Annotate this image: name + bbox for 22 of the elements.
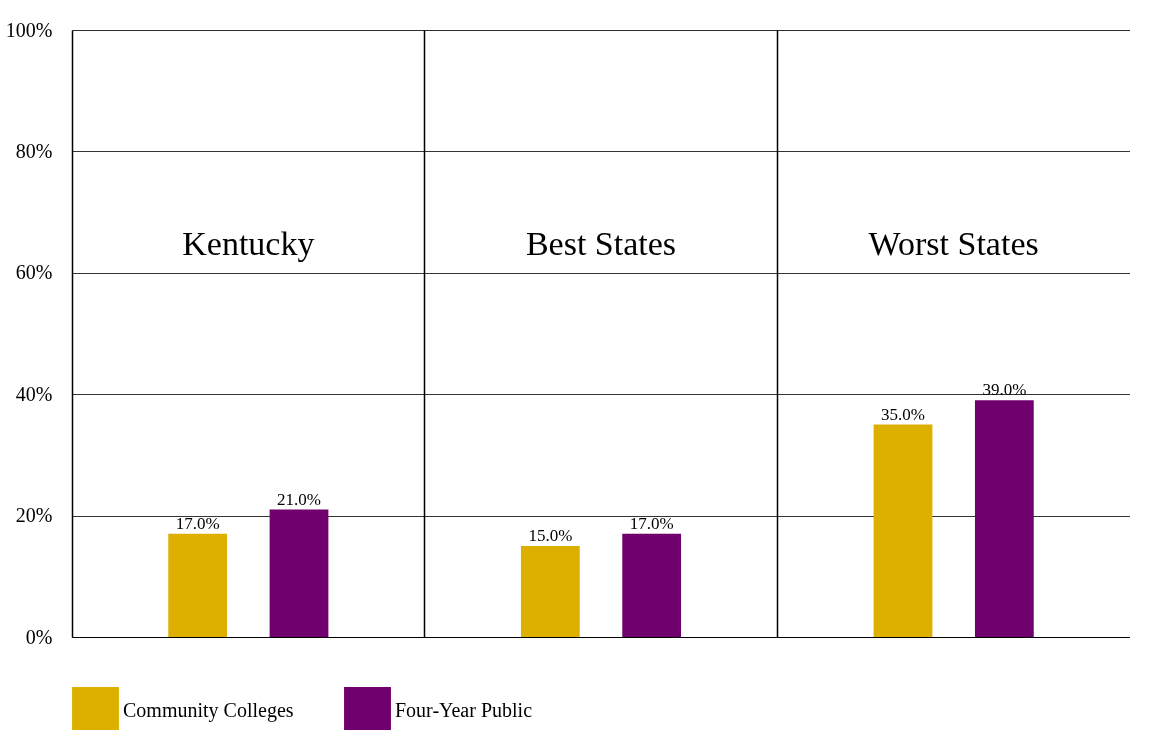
y-tick-label: 100% [5,18,53,41]
y-tick-label: 80% [15,139,53,162]
bar [622,533,682,637]
data-label: 35.0% [881,404,925,424]
y-tick-label: 20% [15,504,53,527]
data-label: 17.0% [175,513,220,533]
data-label: 15.0% [528,525,573,545]
bar [520,545,580,637]
y-tick-label: 0% [25,625,53,648]
y-tick-label: 60% [15,261,53,284]
data-label: 17.0% [629,513,674,533]
legend-label: Four-Year Public [395,698,533,721]
x-tick-label: Kentucky [182,225,315,262]
bar [168,533,228,637]
bar [974,400,1034,637]
bar [269,509,329,637]
x-tick-label: Best States [525,225,677,262]
bar [873,424,933,637]
data-label: 21.0% [277,489,321,509]
y-tick-label: 40% [15,382,53,405]
legend-label: Community Colleges [123,698,294,722]
x-tick-label: Worst States [868,225,1039,262]
